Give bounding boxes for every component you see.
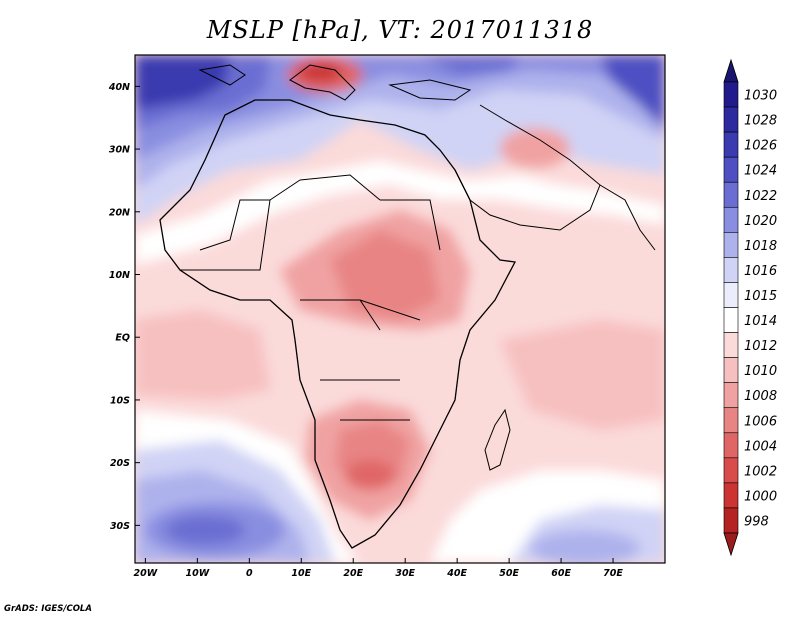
colorbar-label: 1015 <box>744 289 777 304</box>
colorbar-label: 1010 <box>744 364 777 379</box>
colorbar-top-arrow <box>723 58 739 83</box>
colorbar-swatch <box>723 507 739 534</box>
lat-tick-label: 30N <box>109 145 130 156</box>
colorbar-bottom-arrow <box>723 532 739 557</box>
lat-tick-label: EQ <box>115 333 130 344</box>
lon-tick-label: 20E <box>343 568 363 579</box>
colorbar-label: 1008 <box>744 389 777 404</box>
colorbar-swatch <box>723 232 739 258</box>
lat-tick-label: 40N <box>108 82 130 93</box>
colorbar-swatch <box>723 357 739 383</box>
colorbar-swatch <box>723 307 739 333</box>
colorbar-label: 1028 <box>744 114 777 129</box>
longitude-axis: 20W 10W 0 10E 20E 30E 40E 50E 60E 70E <box>134 558 623 579</box>
lon-tick-label: 30E <box>395 568 415 579</box>
colorbar-swatch <box>723 482 739 509</box>
latitude-axis: 40N 30N 20N 10N EQ 10S 20S 30S <box>108 82 140 532</box>
colorbar-label: 1018 <box>744 239 777 254</box>
colorbar-label: 1026 <box>744 139 777 154</box>
plot-frame <box>134 54 666 564</box>
colorbar-swatch <box>723 106 739 133</box>
coastlines <box>159 64 656 549</box>
colorbar-swatch <box>723 457 739 484</box>
lon-tick-label: 60E <box>551 568 571 579</box>
colorbar-swatch <box>723 156 739 183</box>
lon-tick-label: 0 <box>246 568 253 579</box>
lon-tick-label: 10W <box>186 568 210 579</box>
colorbar-label: 1000 <box>744 489 777 504</box>
lon-tick-label: 50E <box>499 568 519 579</box>
pressure-field <box>135 55 665 563</box>
lat-tick-label: 20S <box>110 458 130 469</box>
colorbar-label: 1030 <box>744 89 777 104</box>
colorbar-label: 1012 <box>744 339 777 354</box>
colorbar-label: 1002 <box>744 464 777 479</box>
colorbar-swatch <box>723 432 739 459</box>
colorbar-label: 1016 <box>744 264 777 279</box>
lon-tick-label: 70E <box>603 568 623 579</box>
colorbar-label: 1022 <box>744 189 777 204</box>
colorbar-swatch <box>723 382 739 409</box>
colorbar-label: 1020 <box>744 214 777 229</box>
colorbar-swatch <box>723 206 739 233</box>
colorbar-swatch <box>723 257 739 283</box>
lat-tick-label: 10N <box>109 270 130 281</box>
lat-tick-label: 30S <box>110 521 130 532</box>
chart-title: MSLP [hPa], VT: 2017011318 <box>206 16 594 44</box>
lon-tick-label: 20W <box>134 568 158 579</box>
colorbar-label: 1024 <box>744 164 777 179</box>
colorbar-label: 998 <box>744 514 769 529</box>
colorbar: 1030 1028 1026 1024 1022 1020 1018 1016 1015 1014… <box>723 58 777 557</box>
lon-tick-label: 40E <box>446 568 467 579</box>
colorbar-label: 1006 <box>744 414 777 429</box>
colorbar-swatch <box>723 332 739 358</box>
lon-tick-label: 10E <box>291 568 311 579</box>
colorbar-swatch <box>723 181 739 208</box>
lat-tick-label: 10S <box>110 395 130 406</box>
lat-tick-label: 20N <box>109 207 130 218</box>
colorbar-swatch <box>723 131 739 158</box>
colorbar-swatch <box>723 407 739 434</box>
colorbar-label: 1014 <box>744 314 777 329</box>
colorbar-swatch <box>723 282 739 308</box>
colorbar-swatch <box>723 81 739 108</box>
colorbar-label: 1004 <box>744 439 777 454</box>
credit-label: GrADS: IGES/COLA <box>4 604 92 614</box>
